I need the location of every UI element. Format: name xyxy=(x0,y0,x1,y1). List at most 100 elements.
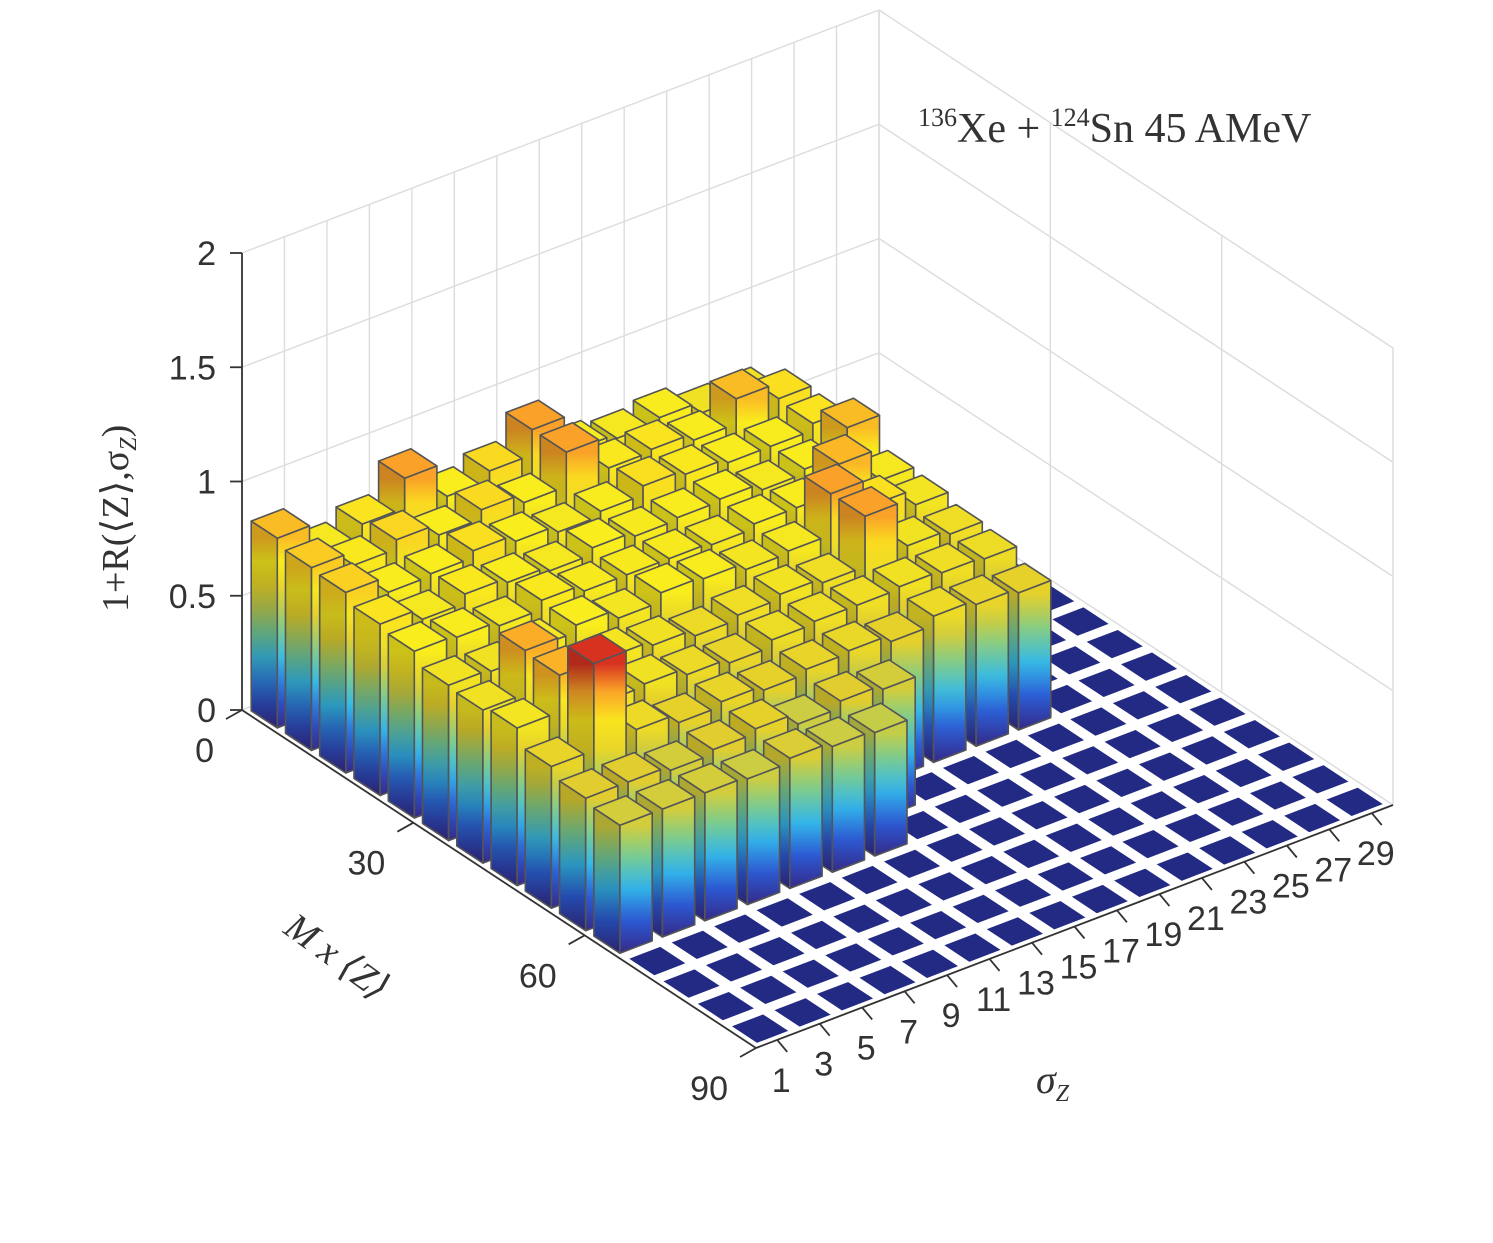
floor-tile xyxy=(983,738,1044,770)
z-tick-label: 2 xyxy=(197,235,216,273)
bar-top-face xyxy=(616,455,677,487)
bar-top-face xyxy=(686,719,747,751)
bar-top-face xyxy=(601,751,662,783)
mz-tick xyxy=(739,1047,757,1058)
bar-front-face xyxy=(619,812,654,955)
bar-front-face xyxy=(873,719,908,857)
floor-tile xyxy=(1153,673,1214,705)
sigma-tick xyxy=(988,958,1001,972)
sigma-tick xyxy=(1116,909,1128,923)
bar-top-face xyxy=(736,659,797,691)
sigma-tick-label: 23 xyxy=(1229,884,1267,922)
floor-tile xyxy=(695,990,757,1022)
back-grid-z-4 xyxy=(241,9,880,254)
bar-top-face xyxy=(727,493,788,525)
floor-tile xyxy=(1213,757,1274,789)
bar-top-face xyxy=(751,368,812,400)
sigma-tick xyxy=(903,990,916,1004)
sigma-tick-label: 11 xyxy=(976,981,1011,1019)
bar-top-face xyxy=(505,399,566,431)
bar-top-face xyxy=(957,528,1018,560)
sigma-tick-label: 13 xyxy=(1017,965,1055,1003)
bar-top-face xyxy=(472,595,533,627)
bar-side-face xyxy=(284,549,313,752)
y-axis-label: σZ xyxy=(1036,1057,1070,1107)
bar-top-face xyxy=(651,692,712,724)
floor-tile xyxy=(1068,706,1129,737)
sigma-tick xyxy=(1031,942,1043,956)
bar-top-face xyxy=(762,727,823,760)
sigma-tick-label: 17 xyxy=(1102,932,1140,970)
floor-tile xyxy=(1118,651,1180,682)
bar-top-face xyxy=(632,387,693,419)
floor-tile xyxy=(712,913,773,944)
bar-side-face xyxy=(490,709,518,887)
sigma-tick-label: 1 xyxy=(772,1062,791,1100)
bar-top-face xyxy=(557,560,618,592)
bar-top-face xyxy=(498,620,559,652)
floor-tile xyxy=(1281,802,1343,834)
bar-front-face xyxy=(831,733,866,874)
floor-tile xyxy=(831,903,892,935)
sigma-tick xyxy=(1158,893,1171,907)
floor-tile xyxy=(1076,667,1137,699)
back-grid-z-2 xyxy=(241,237,880,483)
bar-top-face xyxy=(446,520,507,552)
sigma-tick-label: 19 xyxy=(1145,916,1183,954)
bar-top-face xyxy=(856,659,917,691)
floor-tile xyxy=(992,877,1054,908)
bar-side-face xyxy=(353,606,381,797)
bar-top-face xyxy=(813,670,874,702)
bar-top-face xyxy=(625,614,686,647)
floor-tile xyxy=(940,754,1002,786)
floor-tile xyxy=(1009,799,1070,831)
sigma-tick-label: 21 xyxy=(1187,900,1225,938)
floor-tile xyxy=(1247,780,1309,811)
floor-tile xyxy=(942,932,1003,963)
bar-top-face xyxy=(490,697,551,729)
mz-tick-label: 90 xyxy=(690,1070,728,1108)
floor-tile xyxy=(627,945,688,977)
bar-front-face xyxy=(661,795,696,938)
bar-top-face xyxy=(692,468,753,500)
floor-tile xyxy=(729,1013,791,1044)
bar-front-face xyxy=(746,765,781,906)
bar-top-face xyxy=(658,443,719,476)
bar-top-face xyxy=(462,440,523,472)
bar-top-face xyxy=(395,589,456,621)
bar-top-face xyxy=(914,542,975,574)
bar-top-face xyxy=(668,605,729,637)
bar-top-face xyxy=(524,736,585,768)
bar-top-face xyxy=(864,611,925,643)
bar-top-face xyxy=(771,693,832,725)
floor-tile xyxy=(823,942,884,973)
bar-top-face xyxy=(829,574,890,607)
z-axis-label-main: 1+R(⟨Z⟩,σ xyxy=(95,451,137,612)
bar-top-face xyxy=(488,511,549,543)
bar-top-face xyxy=(429,607,490,639)
z-tick-label: 1 xyxy=(197,464,216,502)
floor-tile xyxy=(1255,741,1317,773)
mz-tick xyxy=(225,709,243,720)
bar-side-face xyxy=(558,780,587,932)
sigma-tick-label: 5 xyxy=(857,1030,876,1068)
floor-tile xyxy=(1077,845,1139,876)
mz-tick xyxy=(568,934,586,946)
z-axis-label-sub: Z xyxy=(116,437,142,451)
bar-top-face xyxy=(607,505,668,537)
floor-tile xyxy=(1179,735,1240,766)
floor-tile xyxy=(814,980,876,1012)
bar-top-face xyxy=(745,609,806,641)
z-tick-label: 1.5 xyxy=(169,349,216,387)
bar-top-face xyxy=(701,432,762,464)
bar-top-face xyxy=(923,503,984,535)
bar-top-face xyxy=(558,767,619,800)
floor-tile xyxy=(1197,835,1258,866)
floor-tile xyxy=(1025,722,1087,754)
bar-top-face xyxy=(949,574,1010,606)
bar-mz11-s1 xyxy=(593,794,654,955)
floor-tile xyxy=(1094,767,1155,799)
bars xyxy=(250,366,1052,955)
bar-top-face xyxy=(872,556,933,588)
